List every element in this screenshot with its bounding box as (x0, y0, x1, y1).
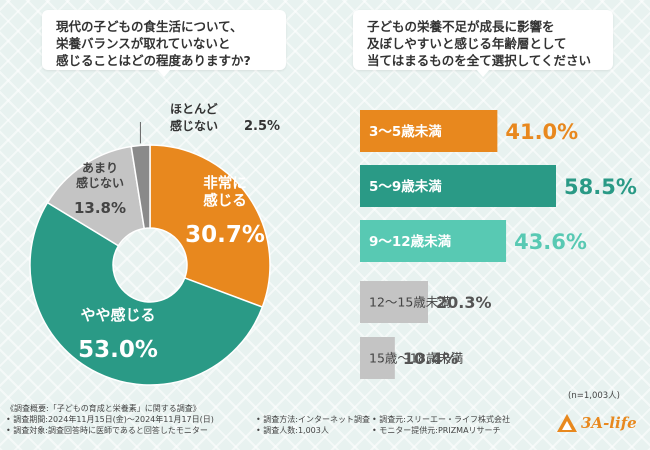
donut-chart: 非常に感じる30.7%やや感じる53.0%あまり感じない13.8%ほとんど感じな… (29, 102, 280, 386)
right-question-card: 子どもの栄養不足が成長に影響を 及ぼしやすいと感じる年齢層として 当てはまるもの… (353, 10, 613, 77)
footer-text: • 調査人数:1,003人 (256, 426, 329, 435)
bar-value-label: 41.0% (505, 120, 578, 144)
bar-value-label: 58.5% (564, 175, 637, 199)
speech-tail (476, 69, 490, 77)
speech-tail (157, 69, 171, 77)
slice-label: 感じる (203, 192, 247, 210)
left-question-card: 現代の子どもの食生活について、 栄養バランスが取れていないと 感じることはどの程… (42, 10, 286, 77)
slice-label: 感じない (170, 118, 218, 133)
donut-slice (29, 201, 264, 386)
footer-text: • モニター提供元:PRIZMAリサーチ (372, 426, 501, 435)
bar (360, 220, 507, 262)
bar (360, 337, 395, 379)
triangle-logo-icon (557, 414, 577, 432)
donut-slice (46, 145, 146, 247)
bar-category-label: 12〜15歳未満 (369, 295, 451, 310)
footer-text: • 調査対象:調査回答時に医師であると回答したモニター (6, 426, 208, 435)
footer-text: 《調査概要:「子どもの育成と栄養素」に関する調査》 (6, 404, 201, 413)
footer-text: • 調査方法:インターネット調査 (256, 415, 370, 424)
footer-text: • 調査期間:2024年11月15日(金)〜2024年11月17日(日) (6, 415, 214, 424)
question-line: 子どもの栄養不足が成長に影響を (367, 19, 555, 34)
slice-label: 非常に (203, 174, 247, 192)
brand-logo: 3A-life (556, 410, 646, 436)
slice-label: 感じない (76, 175, 124, 190)
bar-category-label: 15歳〜18歳未満 (369, 351, 463, 366)
question-line: 現代の子どもの食生活について、 (56, 19, 243, 34)
slice-value: 53.0% (78, 337, 158, 363)
slice-label: あまり (82, 161, 118, 175)
slice-value: 30.7% (185, 222, 265, 248)
sample-size-note: (n=1,003人) (568, 391, 620, 401)
slice-value: 13.8% (74, 199, 126, 217)
question-line: 及ぼしやすいと感じる年齢層として (367, 36, 567, 51)
question-line: 感じることはどの程度ありますか? (56, 53, 251, 68)
slice-label: ほとんど (170, 102, 218, 116)
question-line: 当てはまるものを全て選択してください (367, 53, 592, 68)
bar (360, 110, 498, 152)
bar-value-label: 10.4% (403, 349, 459, 368)
donut-slice (149, 144, 271, 309)
slice-value: 2.5% (244, 119, 280, 134)
footer-text: • 調査元:スリーエー・ライフ株式会社 (372, 415, 510, 424)
bar-category-label: 9〜12歳未満 (369, 233, 452, 250)
slice-label: やや感じる (80, 306, 155, 324)
bar (360, 281, 429, 323)
bar-chart: 3〜5歳未満 41.0% 5〜9歳未満 58.5% 9〜12歳未満 43.6% 12〜15歳… (360, 110, 637, 379)
bar-value-label: 43.6% (514, 230, 587, 254)
logo-text: 3A-life (581, 414, 637, 432)
question-line: 栄養バランスが取れていないと (56, 36, 231, 51)
bar (360, 165, 556, 207)
bar-value-label: 20.3% (436, 293, 492, 312)
bar-category-label: 5〜9歳未満 (369, 178, 442, 195)
survey-footer: 《調査概要:「子どもの育成と栄養素」に関する調査》 • 調査期間:2024年11… (6, 403, 566, 436)
bar-category-label: 3〜5歳未満 (369, 123, 442, 140)
donut-slice (130, 144, 151, 230)
